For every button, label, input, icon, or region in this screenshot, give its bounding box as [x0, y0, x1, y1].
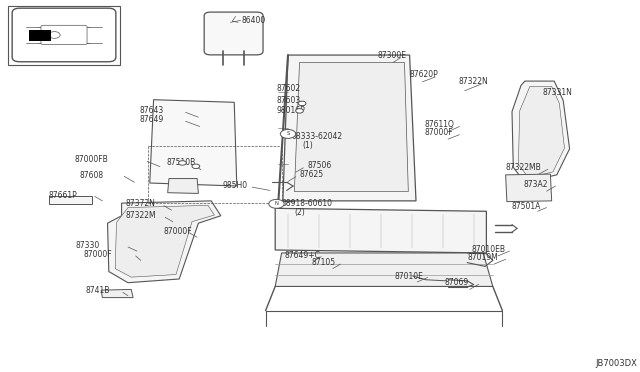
FancyBboxPatch shape	[12, 8, 116, 62]
Text: 87000F: 87000F	[164, 227, 193, 236]
Polygon shape	[168, 179, 198, 193]
Text: 08918-60610: 08918-60610	[282, 199, 333, 208]
Circle shape	[179, 161, 186, 165]
Text: 8741B: 8741B	[86, 286, 110, 295]
Text: 87010E: 87010E	[394, 272, 423, 280]
Text: 873A2: 873A2	[524, 180, 548, 189]
Text: 87649+C: 87649+C	[284, 251, 320, 260]
Text: 87602: 87602	[276, 84, 301, 93]
Text: 86400: 86400	[242, 16, 266, 25]
Text: 87603: 87603	[276, 96, 301, 105]
Text: 87661P: 87661P	[49, 191, 77, 200]
Polygon shape	[518, 86, 564, 178]
Polygon shape	[101, 289, 133, 298]
Polygon shape	[108, 201, 221, 283]
Circle shape	[49, 32, 60, 38]
Circle shape	[192, 164, 200, 169]
Polygon shape	[512, 81, 570, 182]
Polygon shape	[283, 55, 416, 201]
Polygon shape	[115, 205, 214, 277]
Text: 87322M: 87322M	[125, 211, 156, 220]
Text: 87000F: 87000F	[83, 250, 112, 259]
Circle shape	[296, 109, 303, 113]
Text: 87643: 87643	[140, 106, 164, 115]
Text: 87322N: 87322N	[458, 77, 488, 86]
Circle shape	[269, 199, 284, 208]
Text: 87501A: 87501A	[512, 202, 541, 211]
Circle shape	[298, 101, 306, 106]
Text: 87010EB: 87010EB	[471, 245, 505, 254]
Text: 87105: 87105	[311, 258, 335, 267]
FancyBboxPatch shape	[8, 6, 120, 65]
Circle shape	[280, 129, 296, 138]
Text: (1): (1)	[302, 141, 313, 150]
Polygon shape	[294, 62, 408, 192]
Text: 08333-62042: 08333-62042	[292, 132, 343, 141]
Text: 87510B: 87510B	[166, 158, 196, 167]
Text: 87330: 87330	[76, 241, 100, 250]
Text: 87625: 87625	[300, 170, 324, 179]
Text: JB7003DX: JB7003DX	[595, 359, 637, 368]
Text: S: S	[286, 131, 290, 137]
Text: 87019M: 87019M	[467, 253, 498, 262]
Text: 87069: 87069	[444, 278, 468, 287]
Text: 87506: 87506	[307, 161, 332, 170]
Text: 87000F: 87000F	[425, 128, 454, 137]
Text: 87331N: 87331N	[543, 88, 573, 97]
Text: 87000FB: 87000FB	[74, 155, 108, 164]
Text: 98016P: 98016P	[276, 106, 305, 115]
Text: 87300E: 87300E	[378, 51, 406, 60]
Text: 87322MB: 87322MB	[506, 163, 541, 172]
Polygon shape	[506, 174, 552, 202]
Text: 87608: 87608	[79, 171, 104, 180]
Polygon shape	[150, 100, 237, 186]
Polygon shape	[275, 208, 486, 253]
FancyBboxPatch shape	[204, 12, 263, 55]
FancyBboxPatch shape	[49, 196, 92, 204]
Polygon shape	[275, 253, 493, 286]
Text: 87649: 87649	[140, 115, 164, 124]
Text: N: N	[275, 201, 278, 206]
Text: 985H0: 985H0	[223, 181, 248, 190]
FancyBboxPatch shape	[41, 25, 87, 45]
Text: (2): (2)	[294, 208, 305, 217]
Text: 87372N: 87372N	[125, 199, 156, 208]
Text: 87611Q: 87611Q	[425, 120, 455, 129]
Text: 87620P: 87620P	[410, 70, 438, 79]
Bar	[29, 30, 51, 41]
